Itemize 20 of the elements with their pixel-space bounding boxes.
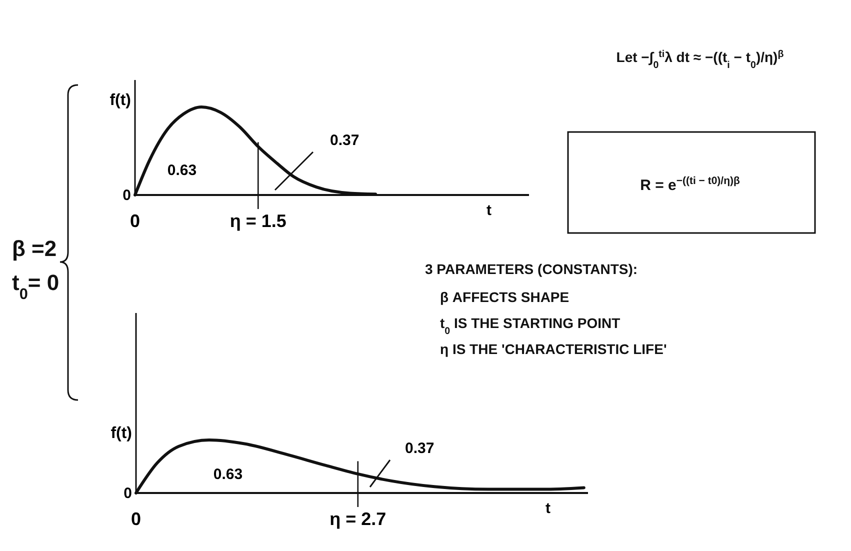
text: Let −∫$_{0}$$^{ti}$λ dt ≈ −((t$_{i}$ − t$_{0}$)/η)$^{β}$ — [616, 48, 784, 70]
annotation: 0 — [124, 485, 132, 502]
annotation: 0.37 — [330, 132, 360, 149]
text: β AFFECTS SHAPE — [440, 289, 570, 305]
annotation: 0 — [122, 187, 131, 204]
x-tick-label: η = 2.7 — [330, 509, 386, 529]
text: η IS THE 'CHARACTERISTIC LIFE' — [440, 341, 667, 357]
y-axis-title: f(t) — [110, 425, 132, 442]
text: 3 PARAMETERS (CONSTANTS): — [425, 261, 638, 277]
x-tick-label: η = 1.5 — [230, 211, 286, 231]
text: t$_{0}$ IS THE STARTING POINT — [440, 315, 621, 336]
text: β =2 — [12, 236, 57, 261]
annotation: 0.63 — [167, 162, 197, 179]
x-axis-title: t — [486, 202, 492, 219]
y-axis-title: f(t) — [110, 92, 131, 109]
annotation: 0.37 — [405, 440, 434, 457]
annotation: 0.63 — [213, 466, 243, 483]
text: R = e$^{−((ti − t0)/η)β}$ — [640, 175, 741, 194]
x-axis-title: t — [546, 500, 550, 517]
text: t$_{0}$= 0 — [12, 270, 60, 302]
